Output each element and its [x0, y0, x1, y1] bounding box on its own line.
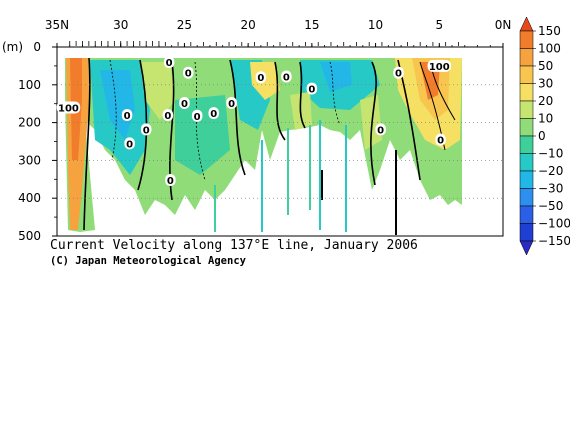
colorbar-segment — [519, 100, 534, 119]
contour-label-bg — [183, 66, 194, 79]
x-tick-label: 35N — [45, 18, 69, 32]
colorbar-segment — [519, 170, 534, 189]
contour-label: 0 — [228, 99, 235, 110]
westward-band-1-core — [100, 70, 135, 140]
contour-label: 0 — [437, 136, 444, 147]
colorbar-segment — [519, 135, 534, 154]
x-tick-label: 0N — [495, 18, 512, 32]
contour-label: 100 — [429, 62, 450, 73]
contour-label-bg — [163, 56, 175, 69]
colorbar-label: 0 — [538, 129, 546, 143]
contour-label: 100 — [58, 103, 79, 114]
colorbar-segment — [519, 83, 534, 102]
contour-label-bg — [375, 123, 386, 136]
contour-label-bg — [179, 96, 190, 109]
y-tick-label: 200 — [18, 116, 41, 130]
contour-label-bg — [208, 107, 219, 120]
contour-label-bg — [162, 109, 174, 122]
contour-label: 0 — [166, 58, 173, 69]
contour-label-bg — [140, 123, 152, 136]
colorbar-label: 10 — [538, 112, 553, 126]
colorbar-segment — [519, 223, 534, 242]
contour-label-bg — [121, 109, 133, 122]
colorbar-label: 150 — [538, 24, 561, 38]
contour-label-bg — [124, 137, 135, 150]
contour-label: 0 — [164, 111, 171, 122]
colorbar-segment — [519, 48, 534, 67]
y-tick-label: 300 — [18, 153, 41, 167]
colorbar-label: −100 — [538, 217, 570, 231]
x-tick-label: 30 — [113, 18, 128, 32]
colorbar-label: −30 — [538, 182, 563, 196]
contour-label: 0 — [181, 99, 188, 110]
x-tick-label: 25 — [177, 18, 192, 32]
colorbar-label: −20 — [538, 164, 563, 178]
contour-label-bg — [255, 71, 267, 84]
y-axis: 0 100 200 300 400 500 — [18, 40, 57, 243]
y-tick-label: 400 — [18, 191, 41, 205]
colorbar-segment — [519, 30, 534, 49]
colorbar-label: −50 — [538, 199, 563, 213]
contour-label-bg — [165, 174, 176, 187]
contour-label: 0 — [185, 69, 192, 80]
colorbar-segment — [519, 65, 534, 84]
profile-streaks — [214, 120, 397, 235]
contour-label: 0 — [377, 125, 384, 136]
colorbar-segment — [519, 118, 534, 137]
contour-label-bg — [191, 109, 203, 122]
colorbar-segment — [519, 153, 534, 172]
colorbar-label: −150 — [538, 234, 570, 248]
y-tick-label: 500 — [18, 229, 41, 243]
contour-label-bg — [393, 66, 404, 79]
contour-label-bg — [226, 96, 237, 109]
contour-label: 0 — [395, 69, 402, 80]
eastward-patch-10n — [360, 95, 382, 150]
x-tick-label: 5 — [435, 18, 443, 32]
colorbar-segment — [519, 205, 534, 224]
y-tick-label: 100 — [18, 78, 41, 92]
nec-eastward-2 — [140, 62, 175, 120]
x-tick-label: 10 — [368, 18, 383, 32]
colorbar-label: 20 — [538, 94, 553, 108]
chart-credit: (C) Japan Meteorological Agency — [50, 255, 247, 267]
contour-label: 0 — [124, 111, 131, 122]
x-axis: 35N 30 25 20 15 10 5 0N — [45, 18, 511, 47]
contour-label-bg — [427, 59, 452, 72]
contour-label: 0 — [308, 85, 315, 96]
contour-label-bg — [306, 82, 318, 95]
contour-label-bg — [56, 101, 81, 114]
colorbar-label: 50 — [538, 59, 553, 73]
colorbar-label: −10 — [538, 147, 563, 161]
contour-label: 0 — [257, 73, 264, 84]
x-tick-label: 15 — [304, 18, 319, 32]
x-tick-label: 20 — [241, 18, 256, 32]
colorbar-label: 30 — [538, 77, 553, 91]
y-axis-label: (m) — [2, 40, 23, 54]
colorbar-label: 100 — [538, 42, 561, 56]
colorbar-cap-bottom — [519, 240, 534, 256]
contour-label: 0 — [210, 109, 217, 120]
colorbar-cap-top — [519, 16, 534, 32]
contour-label: 0 — [126, 139, 133, 150]
velocity-field — [65, 57, 462, 235]
y-tick-label: 0 — [33, 40, 41, 54]
chart-title: Current Velocity along 137°E line, Janua… — [50, 238, 418, 253]
contour-label-bg — [281, 70, 292, 83]
contour-label: 0 — [194, 112, 201, 123]
colorbar-segment — [519, 188, 534, 207]
contour-label: 0 — [283, 72, 290, 83]
contour-label-bg — [435, 133, 446, 146]
contour-label: 0 — [143, 125, 150, 136]
contour-label: 0 — [167, 176, 174, 187]
westward-band-3-core — [320, 62, 352, 92]
